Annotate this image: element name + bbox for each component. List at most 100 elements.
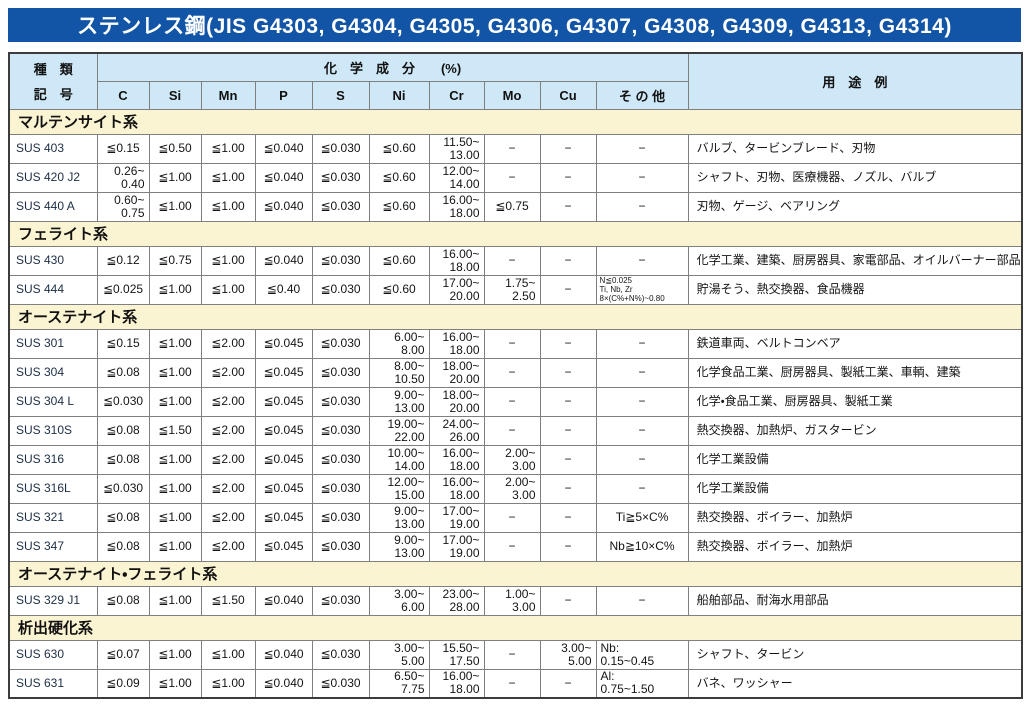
composition-cell: 6.50~ 7.75 <box>368 668 430 699</box>
other-composition-cell: Al: 0.75~1.50 <box>595 668 689 699</box>
table-body: マルテンサイト系 SUS 403 ≦0.15 ≦0.50 ≦1.00 ≦0.040 ≦0.0… <box>8 108 1023 699</box>
composition-cell: ≦0.030 <box>311 668 370 699</box>
composition-cell: 2.00~ 3.00 <box>483 444 541 475</box>
other-composition-cell: − <box>595 357 689 388</box>
table-row: SUS 301 ≦0.15 ≦1.00 ≦2.00 ≦0.045 ≦0.030 6.00~ … <box>8 328 1023 359</box>
composition-cell: ≦0.08 <box>96 357 150 388</box>
other-composition-cell: N≦0.025 Ti, Nb, Zr 8×(C%+N%)~0.80 <box>595 274 689 305</box>
composition-cell: ≦0.60 <box>368 162 430 193</box>
header-element-C: C <box>96 80 150 110</box>
composition-cell: ≦2.00 <box>200 357 256 388</box>
header-element-Cr: Cr <box>428 80 485 110</box>
other-composition-cell: Nb≧10×C% <box>595 531 689 562</box>
composition-cell: − <box>483 639 541 670</box>
section-header-row: マルテンサイト系 <box>8 108 1023 135</box>
composition-cell: 24.00~ 26.00 <box>428 415 485 446</box>
composition-cell: ≦0.040 <box>254 585 313 616</box>
other-composition-cell: − <box>595 191 689 222</box>
usage-cell: 鉄道車両、ベルトコンベア <box>687 328 1023 359</box>
sus-code-cell: SUS 430 <box>8 245 98 276</box>
section-header-row: 析出硬化系 <box>8 614 1023 641</box>
sus-code-cell: SUS 347 <box>8 531 98 562</box>
composition-cell: 9.00~ 13.00 <box>368 531 430 562</box>
composition-cell: ≦0.09 <box>96 668 150 699</box>
composition-cell: ≦0.08 <box>96 502 150 533</box>
composition-cell: ≦2.00 <box>200 473 256 504</box>
composition-cell: ≦2.00 <box>200 386 256 417</box>
table-row: SUS 329 J1 ≦0.08 ≦1.00 ≦1.50 ≦0.040 ≦0.030 3.0… <box>8 585 1023 616</box>
header-element-Cu: Cu <box>539 80 597 110</box>
composition-cell: ≦0.030 <box>311 133 370 164</box>
header-element-その他: そ の 他 <box>595 80 689 110</box>
header-usage: 用 途 例 <box>687 52 1023 110</box>
other-composition-cell: − <box>595 444 689 475</box>
sus-code-cell: SUS 420 J2 <box>8 162 98 193</box>
other-composition-cell: − <box>595 162 689 193</box>
composition-cell: − <box>483 668 541 699</box>
usage-cell: 熱交換器、ボイラー、加熱炉 <box>687 531 1023 562</box>
composition-cell: ≦1.00 <box>148 386 202 417</box>
composition-cell: ≦0.08 <box>96 415 150 446</box>
composition-cell: − <box>483 162 541 193</box>
composition-cell: − <box>483 133 541 164</box>
composition-cell: − <box>539 585 597 616</box>
composition-cell: ≦0.030 <box>96 473 150 504</box>
sus-code-cell: SUS 321 <box>8 502 98 533</box>
composition-cell: 16.00~ 18.00 <box>428 191 485 222</box>
composition-cell: ≦0.030 <box>311 444 370 475</box>
table-row: SUS 630 ≦0.07 ≦1.00 ≦1.00 ≦0.040 ≦0.030 3.00~ … <box>8 639 1023 670</box>
composition-cell: ≦0.040 <box>254 668 313 699</box>
usage-cell: バネ、ワッシャー <box>687 668 1023 699</box>
composition-cell: ≦0.040 <box>254 162 313 193</box>
composition-cell: ≦0.15 <box>96 328 150 359</box>
composition-cell: ≦0.040 <box>254 191 313 222</box>
header-element-Si: Si <box>148 80 202 110</box>
sus-code-cell: SUS 310S <box>8 415 98 446</box>
composition-cell: ≦0.07 <box>96 639 150 670</box>
composition-cell: 15.50~ 17.50 <box>428 639 485 670</box>
composition-cell: 16.00~ 18.00 <box>428 328 485 359</box>
other-composition-cell: − <box>595 585 689 616</box>
composition-cell: ≦0.030 <box>311 585 370 616</box>
composition-cell: 16.00~ 18.00 <box>428 473 485 504</box>
sus-code-cell: SUS 631 <box>8 668 98 699</box>
composition-cell: − <box>539 245 597 276</box>
composition-cell: 1.00~ 3.00 <box>483 585 541 616</box>
composition-cell: ≦2.00 <box>200 502 256 533</box>
table-row: SUS 316L ≦0.030 ≦1.00 ≦2.00 ≦0.045 ≦0.030 12.0… <box>8 473 1023 504</box>
composition-cell: ≦1.00 <box>148 585 202 616</box>
composition-cell: 6.00~ 8.00 <box>368 328 430 359</box>
header-row-1: 種 類 記 号 化 学 成 分 (%) 用 途 例 <box>8 52 1023 110</box>
composition-cell: ≦0.030 <box>96 386 150 417</box>
other-composition-cell: − <box>595 328 689 359</box>
composition-cell: ≦0.045 <box>254 444 313 475</box>
table-row: SUS 310S ≦0.08 ≦1.50 ≦2.00 ≦0.045 ≦0.030 19.00… <box>8 415 1023 446</box>
composition-cell: ≦0.030 <box>311 245 370 276</box>
table-row: SUS 316 ≦0.08 ≦1.00 ≦2.00 ≦0.045 ≦0.030 10.00~… <box>8 444 1023 475</box>
table-row: SUS 430 ≦0.12 ≦0.75 ≦1.00 ≦0.040 ≦0.030 ≦0.60 1… <box>8 245 1023 276</box>
other-composition-cell: − <box>595 386 689 417</box>
composition-cell: 12.00~ 15.00 <box>368 473 430 504</box>
header-element-Mn: Mn <box>200 80 256 110</box>
composition-cell: − <box>539 415 597 446</box>
composition-cell: ≦0.50 <box>148 133 202 164</box>
composition-cell: ≦0.030 <box>311 502 370 533</box>
sus-code-cell: SUS 444 <box>8 274 98 305</box>
usage-cell: 化学工業設備 <box>687 473 1023 504</box>
stainless-steel-table: 種 類 記 号 化 学 成 分 (%) 用 途 例 C Si Mn P S Ni Cr Mo C… <box>8 52 1024 699</box>
table-row: SUS 304 L ≦0.030 ≦1.00 ≦2.00 ≦0.045 ≦0.030 9.0… <box>8 386 1023 417</box>
composition-cell: 17.00~ 20.00 <box>428 274 485 305</box>
header-symbol-label: 記 号 <box>33 87 73 103</box>
composition-cell: ≦0.025 <box>96 274 150 305</box>
header-chemical-composition: 化 学 成 分 (%) <box>96 52 689 82</box>
table-row: SUS 347 ≦0.08 ≦1.00 ≦2.00 ≦0.045 ≦0.030 9.00~ … <box>8 531 1023 562</box>
composition-cell: 16.00~ 18.00 <box>428 668 485 699</box>
other-composition-cell: Ti≧5×C% <box>595 502 689 533</box>
composition-cell: ≦0.045 <box>254 415 313 446</box>
usage-cell: 化学食品工業、厨房器具、製紙工業、車輌、建築 <box>687 357 1023 388</box>
sus-code-cell: SUS 304 L <box>8 386 98 417</box>
table-row: SUS 440 A 0.60~ 0.75 ≦1.00 ≦1.00 ≦0.040 ≦0.03… <box>8 191 1023 222</box>
composition-cell: ≦0.12 <box>96 245 150 276</box>
composition-cell: − <box>539 357 597 388</box>
other-composition-cell: − <box>595 415 689 446</box>
